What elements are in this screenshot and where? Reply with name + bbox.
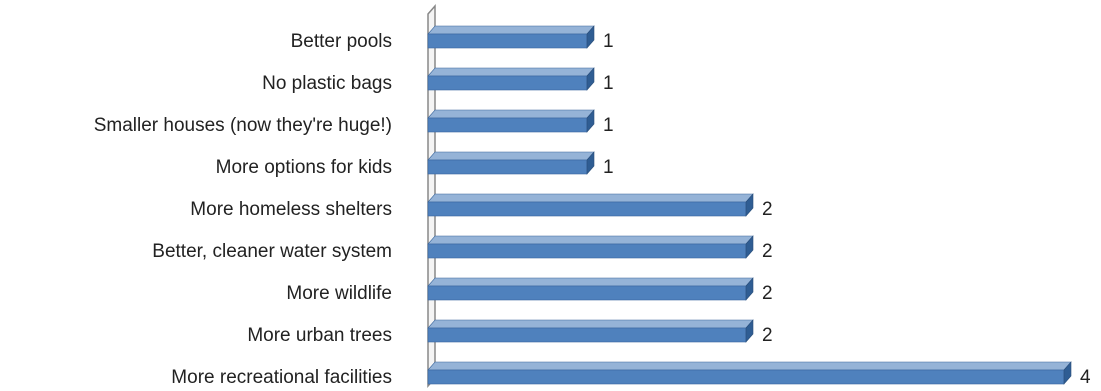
bar-front-face (427, 117, 588, 133)
data-label: 1 (603, 73, 614, 94)
bar (427, 319, 754, 343)
bar (427, 361, 1072, 385)
bar (427, 193, 754, 217)
bar (427, 277, 754, 301)
bar-front-face (427, 159, 588, 175)
bar-top-face (427, 109, 595, 119)
category-label: Better pools (291, 31, 392, 52)
category-label: Better, cleaner water system (152, 241, 392, 262)
category-label: No plastic bags (262, 73, 392, 94)
bar-side-face (745, 235, 754, 259)
bar (427, 109, 595, 133)
data-label: 2 (762, 283, 773, 304)
data-label: 2 (762, 199, 773, 220)
data-label: 2 (762, 325, 773, 346)
data-label: 2 (762, 241, 773, 262)
bar-top-face (427, 319, 754, 329)
bar-front-face (427, 201, 747, 217)
bar-top-face (427, 25, 595, 35)
bar-side-face (586, 109, 595, 133)
bar-front-face (427, 285, 747, 301)
bar-side-face (586, 25, 595, 49)
bar-side-face (745, 193, 754, 217)
bar-side-face (745, 277, 754, 301)
category-label: More urban trees (247, 325, 392, 346)
chart-bars (427, 25, 1072, 385)
bar-side-face (586, 67, 595, 91)
bar (427, 235, 754, 259)
bar-top-face (427, 67, 595, 77)
bar (427, 67, 595, 91)
bar-top-face (427, 193, 754, 203)
bar-front-face (427, 33, 588, 49)
bar (427, 151, 595, 175)
bar-side-face (586, 151, 595, 175)
bar-front-face (427, 243, 747, 259)
data-label: 1 (603, 31, 614, 52)
bar-top-face (427, 151, 595, 161)
bar-front-face (427, 369, 1065, 385)
bar-top-face (427, 277, 754, 287)
bar-side-face (745, 319, 754, 343)
bar (427, 25, 595, 49)
bar-front-face (427, 75, 588, 91)
bar-top-face (427, 361, 1072, 371)
data-label: 1 (603, 157, 614, 178)
category-label: More recreational facilities (171, 367, 392, 388)
bar-side-face (1063, 361, 1072, 385)
bar-front-face (427, 327, 747, 343)
data-label: 4 (1080, 367, 1091, 388)
category-label: More options for kids (216, 157, 392, 178)
chart-labels: Better pools 1 No plastic bags 1 Smaller hou… (94, 31, 1091, 388)
bar-top-face (427, 235, 754, 245)
category-label: More homeless shelters (190, 199, 392, 220)
data-label: 1 (603, 115, 614, 136)
category-label: Smaller houses (now they're huge!) (94, 115, 392, 136)
category-label: More wildlife (286, 283, 392, 304)
